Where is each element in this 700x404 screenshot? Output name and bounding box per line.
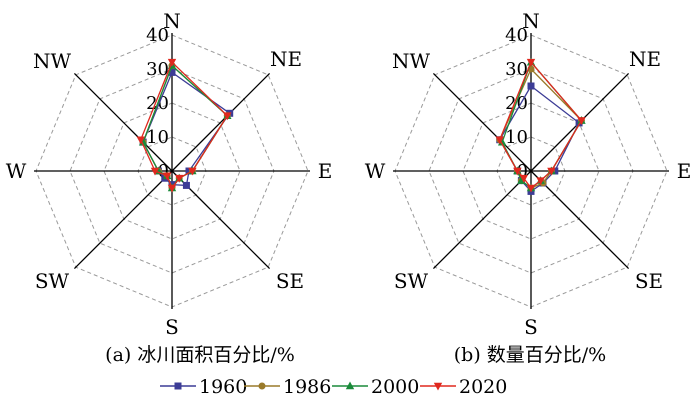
axis-spoke bbox=[73, 170, 173, 270]
data-point bbox=[188, 167, 197, 176]
data-point bbox=[513, 167, 522, 176]
series-line bbox=[499, 60, 583, 189]
axis-spoke bbox=[432, 72, 532, 172]
tick-label: 10 bbox=[146, 127, 169, 148]
grid-ring bbox=[428, 68, 634, 274]
tick-label: 30 bbox=[146, 59, 169, 80]
tick-label: 0 bbox=[158, 161, 169, 182]
legend-item-2020: 2020 bbox=[420, 376, 507, 398]
direction-label-w: W bbox=[365, 159, 386, 183]
data-point bbox=[536, 177, 545, 186]
tick-label: 30 bbox=[505, 59, 528, 80]
data-point bbox=[577, 117, 586, 126]
tick-label: 10 bbox=[505, 127, 528, 148]
data-point bbox=[526, 184, 536, 193]
direction-label-s: S bbox=[165, 315, 179, 339]
direction-label-sw: SW bbox=[35, 269, 70, 293]
axis-spoke bbox=[530, 170, 630, 270]
direction-label-s: S bbox=[524, 315, 538, 339]
data-point bbox=[150, 167, 160, 176]
legend-item-1986: 1986 bbox=[244, 376, 331, 398]
direction-label-e: E bbox=[677, 159, 692, 183]
legend-marker bbox=[433, 382, 443, 391]
legend-item-1960: 1960 bbox=[160, 376, 247, 398]
direction-label-nw: NW bbox=[33, 49, 72, 73]
data-point bbox=[526, 58, 536, 67]
tick-label: 0 bbox=[517, 161, 528, 182]
caption-a: (a) 冰川面积百分比/% bbox=[105, 344, 295, 366]
tick-label: 40 bbox=[505, 25, 528, 46]
series-2020 bbox=[495, 58, 586, 193]
direction-label-n: N bbox=[522, 9, 540, 33]
grid-ring bbox=[69, 68, 275, 274]
grid-ring bbox=[103, 102, 241, 240]
grid-ring bbox=[462, 102, 600, 240]
data-point bbox=[167, 58, 177, 67]
legend-item-2000: 2000 bbox=[332, 376, 419, 398]
data-point bbox=[167, 184, 177, 193]
caption-b: (b) 数量百分比/% bbox=[454, 344, 606, 366]
data-point bbox=[136, 136, 145, 145]
series-2020 bbox=[136, 58, 232, 193]
direction-label-nw: NW bbox=[392, 49, 431, 73]
data-point bbox=[168, 68, 176, 76]
direction-label-w: W bbox=[6, 159, 27, 183]
legend-label: 2000 bbox=[371, 376, 419, 398]
tick-label: 40 bbox=[146, 25, 169, 46]
axis-spoke bbox=[73, 72, 173, 172]
direction-label-e: E bbox=[318, 159, 333, 183]
direction-label-n: N bbox=[163, 9, 181, 33]
direction-label-se: SE bbox=[635, 269, 663, 293]
direction-label-ne: NE bbox=[270, 47, 302, 71]
axis-spoke bbox=[432, 170, 532, 270]
legend-marker bbox=[258, 382, 266, 390]
direction-label-ne: NE bbox=[629, 47, 661, 71]
legend-marker bbox=[174, 382, 182, 390]
direction-label-se: SE bbox=[276, 269, 304, 293]
data-point bbox=[182, 181, 190, 189]
data-point bbox=[162, 172, 172, 181]
direction-label-sw: SW bbox=[394, 269, 429, 293]
data-point bbox=[519, 174, 528, 183]
legend: 1960 1986 2000 2020 bbox=[160, 376, 507, 398]
legend-label: 1960 bbox=[199, 376, 247, 398]
legend-marker bbox=[345, 381, 355, 390]
legend-label: 1986 bbox=[283, 376, 331, 398]
legend-label: 2020 bbox=[459, 376, 507, 398]
data-point bbox=[175, 174, 184, 183]
data-point bbox=[223, 112, 232, 121]
data-point bbox=[527, 82, 535, 90]
data-point bbox=[547, 167, 556, 176]
axis-spoke bbox=[171, 72, 271, 172]
data-point bbox=[495, 136, 504, 145]
